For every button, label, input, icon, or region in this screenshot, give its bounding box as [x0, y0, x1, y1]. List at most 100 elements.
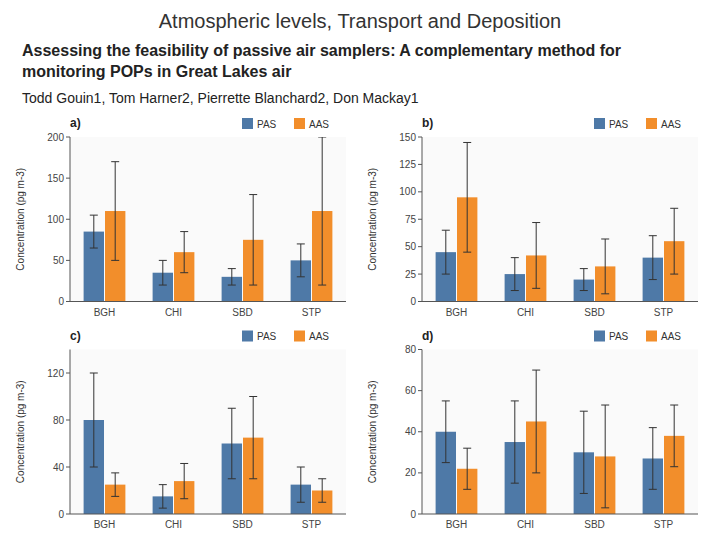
legend-label: AAS [309, 331, 329, 342]
x-tick-label: BGH [94, 519, 116, 530]
error-bar [511, 257, 519, 290]
x-tick-label: CHI [165, 306, 182, 317]
y-tick [66, 513, 70, 514]
y-tick-label: 20 [405, 467, 417, 478]
y-tick [66, 301, 70, 302]
chart-panel: 050100150200Concentration (pg m-3)a)BGHC… [15, 116, 346, 318]
x-tick-label: SBD [232, 306, 253, 317]
y-tick-label: 200 [47, 131, 64, 142]
y-tick-label: 50 [53, 255, 65, 266]
legend-swatch [646, 330, 657, 341]
x-tick-label: BGH [446, 306, 468, 317]
plot-area [70, 349, 346, 514]
y-tick-label: 120 [47, 367, 64, 378]
panel-label: a) [70, 116, 81, 130]
error-bar [318, 479, 326, 503]
marks [84, 137, 333, 302]
error-bar [249, 194, 257, 284]
x-axis-line [422, 301, 698, 302]
error-bar [159, 484, 167, 508]
y-tick [418, 191, 422, 192]
error-bar [228, 268, 236, 284]
y-axis-label: Concentration (pg m-3) [367, 168, 378, 271]
error-bar [180, 463, 188, 498]
charts: 050100150200Concentration (pg m-3)a)BGHC… [0, 111, 720, 536]
y-tick [66, 219, 70, 220]
y-tick-label: 100 [47, 214, 64, 225]
y-axis-line [70, 349, 71, 514]
error-bar [649, 235, 657, 279]
y-tick-label: 25 [405, 268, 417, 279]
y-tick-label: 100 [399, 186, 416, 197]
y-tick [418, 472, 422, 473]
error-bar [249, 396, 257, 478]
plot-area [422, 137, 698, 302]
panel-label: b) [422, 116, 433, 130]
legend-label: AAS [661, 118, 681, 129]
y-axis-label: Concentration (pg m-3) [367, 380, 378, 483]
y-tick [66, 177, 70, 178]
error-bar [90, 373, 98, 467]
y-tick [66, 136, 70, 137]
y-tick-label: 60 [405, 385, 417, 396]
y-tick-label: 125 [399, 159, 416, 170]
y-tick [66, 419, 70, 420]
y-tick [418, 513, 422, 514]
y-tick-label: 40 [53, 461, 65, 472]
marks [436, 142, 685, 301]
error-bar [532, 370, 540, 473]
y-tick [418, 136, 422, 137]
error-bar [511, 401, 519, 483]
header: Atmospheric levels, Transport and Deposi… [0, 0, 720, 111]
y-tick [418, 219, 422, 220]
y-tick-label: 75 [405, 214, 417, 225]
y-tick [418, 246, 422, 247]
legend-swatch [294, 330, 305, 341]
page-subtitle: Assessing the feasibility of passive air… [22, 41, 698, 83]
legend-swatch [242, 118, 253, 129]
error-bar [532, 222, 540, 288]
legend-swatch [594, 118, 605, 129]
y-tick-label: 0 [410, 508, 416, 519]
error-bar [442, 401, 450, 463]
page-title: Atmospheric levels, Transport and Deposi… [22, 10, 698, 33]
y-tick-label: 40 [405, 426, 417, 437]
x-tick-label: CHI [165, 519, 182, 530]
y-tick [418, 349, 422, 350]
y-tick-label: 80 [53, 414, 65, 425]
y-tick-label: 0 [410, 296, 416, 307]
error-bar [90, 215, 98, 248]
y-tick-label: 0 [58, 296, 64, 307]
y-tick-label: 80 [405, 344, 417, 355]
chart-panel: 0255075100125150Concentration (pg m-3)b)… [367, 116, 698, 318]
x-axis-line [70, 301, 346, 302]
y-tick-label: 150 [399, 131, 416, 142]
y-axis-label: Concentration (pg m-3) [15, 380, 26, 483]
authors: Todd Gouin1, Tom Harner2, Pierrette Blan… [22, 89, 698, 107]
panel-label: c) [70, 328, 81, 342]
y-tick-label: 0 [58, 508, 64, 519]
page: Atmospheric levels, Transport and Deposi… [0, 0, 720, 540]
chart-panel: 020406080Concentration (pg m-3)d)BGHCHIS… [367, 328, 698, 530]
error-bar [228, 408, 236, 479]
error-bar [649, 427, 657, 489]
legend-swatch [646, 118, 657, 129]
x-tick-label: STP [302, 519, 322, 530]
legend-swatch [242, 330, 253, 341]
x-tick-label: STP [654, 306, 674, 317]
legend-label: PAS [257, 331, 277, 342]
x-tick-label: SBD [584, 519, 605, 530]
error-bar [297, 467, 305, 502]
marks [84, 373, 333, 514]
plot-area [70, 137, 346, 302]
y-tick [66, 466, 70, 467]
legend: PAS AAS [242, 330, 329, 342]
legend-label: PAS [609, 331, 629, 342]
y-tick [66, 372, 70, 373]
legend: PASAAS [594, 118, 681, 130]
x-tick-label: STP [302, 306, 322, 317]
error-bar [442, 230, 450, 274]
error-bar [111, 473, 119, 497]
y-axis-line [70, 137, 71, 302]
legend-swatch [294, 118, 305, 129]
